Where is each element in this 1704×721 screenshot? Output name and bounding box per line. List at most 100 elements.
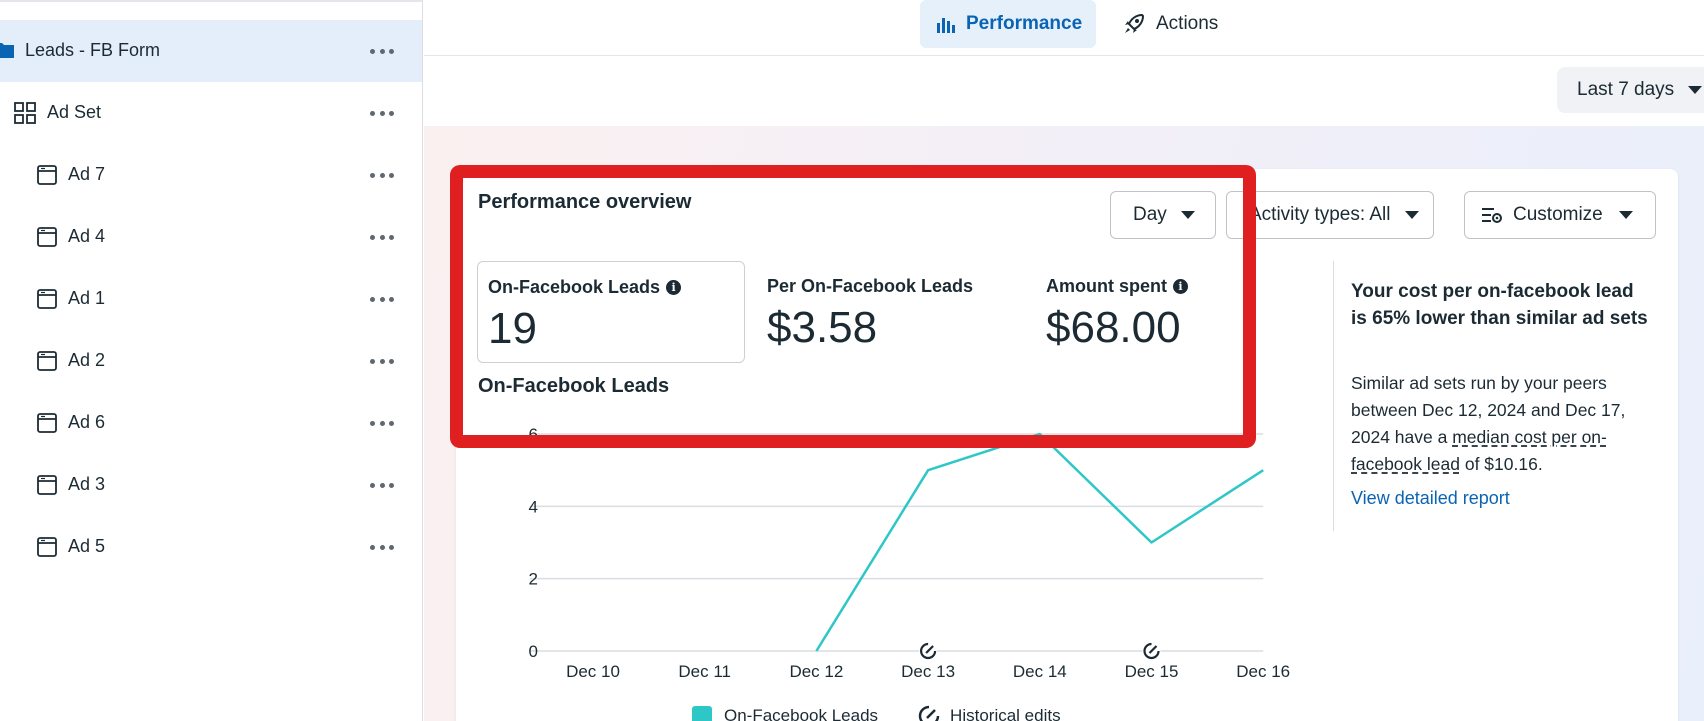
more-options-icon[interactable] (370, 47, 394, 55)
insight-body: Similar ad sets run by your peers betwee… (1351, 370, 1651, 478)
performance-overview-title: Performance overview (478, 191, 692, 213)
leads-line-chart: 0 2 4 6 Dec 10 Dec 11 Dec 12 Dec 13 Dec 14 Dec 15… (529, 425, 1291, 681)
y-tick-label: 2 (529, 570, 538, 589)
y-tick-label: 4 (529, 497, 538, 516)
ad-icon (36, 412, 58, 434)
ad-icon (36, 536, 58, 558)
metric-on-facebook-leads[interactable]: On-Facebook Leads i 19 (477, 261, 745, 363)
sidebar-item[interactable]: Ad 6 (0, 392, 422, 454)
view-detailed-report-link[interactable]: View detailed report (1351, 488, 1510, 508)
caret-down-icon (1688, 86, 1703, 94)
activity-types-dropdown[interactable]: Activity types: All (1226, 191, 1434, 239)
metric-value: 19 (488, 304, 537, 353)
sidebar-item-label: Ad 6 (68, 412, 106, 432)
metric-value: $3.58 (767, 303, 878, 352)
more-options-icon[interactable] (370, 357, 394, 365)
sidebar-item-label: Ad 7 (68, 164, 106, 184)
historical-edit-icon (918, 705, 940, 721)
folder-icon (0, 40, 16, 62)
x-tick-label: Dec 16 (1236, 662, 1290, 681)
sidebar-item-label: Ad 5 (68, 536, 106, 556)
ad-icon (36, 474, 58, 496)
sidebar-item-label: Ad 1 (68, 288, 106, 308)
legend-label-leads[interactable]: On-Facebook Leads (724, 706, 879, 721)
sidebar-item-label: Ad 2 (68, 350, 106, 370)
series-line-on-facebook-leads[interactable] (815, 432, 1264, 652)
metric-label-text: Amount spent (1046, 276, 1167, 296)
x-tick-label: Dec 13 (901, 662, 955, 681)
sidebar-item[interactable]: Ad Set (0, 82, 422, 144)
caret-down-icon (1404, 211, 1419, 219)
more-options-icon[interactable] (370, 171, 394, 179)
median-cost-term[interactable]: median cost per on-facebook lead (1351, 427, 1607, 474)
sidebar-item-label: Ad 4 (68, 226, 106, 246)
more-options-icon[interactable] (370, 295, 394, 303)
chart-legend: On-Facebook Leads Historical edits (692, 705, 1061, 721)
more-options-icon[interactable] (370, 543, 394, 551)
ad-icon (36, 350, 58, 372)
legend-label-edits[interactable]: Historical edits (950, 706, 1061, 721)
historical-edit-marker[interactable] (1142, 642, 1161, 660)
caret-down-icon (1618, 211, 1633, 219)
sidebar-item[interactable]: Ad 5 (0, 516, 422, 578)
tab-performance[interactable]: Performance (920, 0, 1096, 48)
customize-dropdown[interactable]: Customize (1464, 191, 1656, 239)
legend-swatch-leads (692, 706, 712, 721)
metric-label-text: On-Facebook Leads (488, 277, 661, 297)
x-tick-label: Dec 11 (678, 662, 731, 681)
sidebar-item[interactable]: Ad 2 (0, 330, 422, 392)
sidebar-item[interactable]: Ad 3 (0, 454, 422, 516)
historical-edit-marker[interactable] (919, 642, 938, 660)
ad-icon (36, 226, 58, 248)
x-tick-label: Dec 15 (1125, 662, 1179, 681)
metric-amount-spent[interactable]: Amount spent i $68.00 (1036, 261, 1304, 363)
activity-types-label: Activity types: All (1249, 204, 1391, 225)
y-tick-label: 6 (529, 425, 538, 444)
header-divider (424, 55, 1704, 56)
tab-actions[interactable]: Actions (1122, 0, 1262, 48)
sidebar-top-border (0, 0, 423, 2)
chart-title: On-Facebook Leads (478, 375, 670, 397)
x-tick-label: Dec 14 (1013, 662, 1067, 681)
more-options-icon[interactable] (370, 233, 394, 241)
info-icon[interactable]: i (666, 280, 682, 295)
insight-body-text-end: of $10.16. (1459, 454, 1543, 474)
granularity-dropdown[interactable]: Day (1110, 191, 1216, 239)
granularity-label: Day (1133, 204, 1167, 225)
caret-down-icon (1180, 211, 1195, 219)
more-options-icon[interactable] (370, 419, 394, 427)
sidebar-item-label: Ad 3 (68, 474, 106, 494)
date-range-label: Last 7 days (1577, 79, 1675, 100)
x-tick-label: Dec 12 (789, 662, 843, 681)
tab-performance-label: Performance (966, 13, 1083, 34)
date-range-dropdown[interactable]: Last 7 days (1557, 67, 1704, 113)
info-icon[interactable]: i (1173, 279, 1188, 294)
insight-body-text: Similar ad sets run by your peers betwee… (1351, 373, 1626, 447)
campaign-tree-sidebar: Leads - FB Form Ad Set Ad 7 Ad 4 Ad 1 Ad 2 Ad … (0, 0, 423, 721)
ad-icon (36, 164, 58, 186)
metric-cost-per-lead[interactable]: Per On-Facebook Leads $3.58 (757, 261, 1025, 363)
sidebar-item[interactable]: Ad 1 (0, 268, 422, 330)
grid-icon (14, 102, 36, 124)
metric-value: $68.00 (1046, 303, 1181, 352)
x-tick-label: Dec 10 (566, 662, 620, 681)
ad-icon (36, 288, 58, 310)
insight-title: Your cost per on-facebook lead is 65% lo… (1351, 281, 1648, 329)
sidebar-item[interactable]: Leads - FB Form (0, 20, 422, 82)
tab-actions-label: Actions (1156, 13, 1219, 34)
sidebar-item-label: Ad Set (47, 102, 102, 122)
metric-label: Per On-Facebook Leads (767, 276, 973, 297)
metric-label: On-Facebook Leads i (488, 277, 682, 298)
sidebar-item[interactable]: Ad 4 (0, 206, 422, 268)
sidebar-item-label: Leads - FB Form (25, 40, 161, 60)
customize-settings-icon (1481, 206, 1503, 224)
metric-label-text: Per On-Facebook Leads (767, 276, 974, 296)
bar-chart-icon (936, 14, 956, 34)
more-options-icon[interactable] (370, 109, 394, 117)
more-options-icon[interactable] (370, 481, 394, 489)
customize-label: Customize (1513, 204, 1603, 225)
metric-label: Amount spent i (1046, 276, 1188, 297)
rocket-icon (1122, 12, 1146, 36)
insight-divider (1333, 261, 1334, 531)
sidebar-item[interactable]: Ad 7 (0, 144, 422, 206)
